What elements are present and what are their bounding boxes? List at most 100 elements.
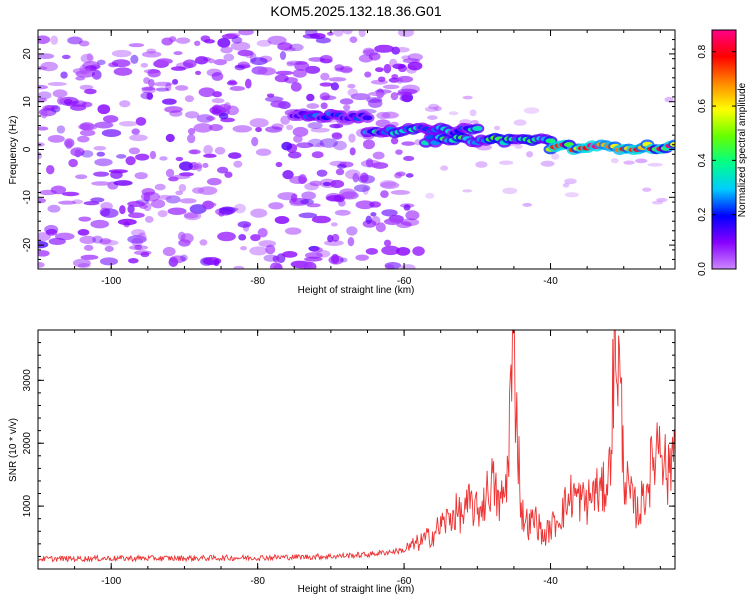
spectrogram-noise-blob bbox=[217, 166, 229, 174]
spectrogram-noise-blob bbox=[229, 85, 246, 92]
spectrogram-noise-blob bbox=[47, 204, 61, 213]
spectrogram-noise-blob bbox=[196, 114, 214, 123]
spectrogram-noise-blob bbox=[208, 124, 223, 132]
spectrogram-noise-blob bbox=[647, 162, 663, 167]
colorbar-label: Normalized spectral amplitude bbox=[737, 82, 748, 217]
spectrogram-noise-blob bbox=[148, 78, 155, 88]
spectrogram-noise-blob bbox=[131, 128, 140, 135]
snr-ytick-label: 2000 bbox=[22, 432, 33, 455]
spectrogram-noise-blob bbox=[338, 199, 346, 207]
spectrogram-noise-blob bbox=[206, 177, 222, 186]
spectrogram-noise-blob bbox=[155, 58, 173, 65]
spectrogram-noise-blob bbox=[365, 248, 379, 255]
spectrogram-noise-blob bbox=[564, 192, 579, 198]
spectrogram-noise-blob bbox=[175, 156, 184, 162]
spectrogram-noise-blob bbox=[384, 264, 395, 269]
spectrogram-noise-blob bbox=[256, 39, 272, 47]
spectrogram-noise-blob bbox=[323, 239, 344, 246]
spectrogram-noise-blob bbox=[220, 207, 239, 212]
spectrogram-noise-blob bbox=[79, 235, 97, 245]
spectrogram-noise-blob bbox=[326, 195, 345, 202]
spectrogram-noise-blob bbox=[348, 133, 356, 143]
spectrogram-noise-blob bbox=[551, 153, 560, 160]
spectrogram-noise-blob bbox=[656, 197, 668, 202]
spectrogram-noise-blob bbox=[265, 244, 276, 255]
spectrogram-noise-blob bbox=[368, 52, 381, 61]
spectrogram-noise-blob bbox=[175, 37, 191, 44]
spectrogram-noise-blob bbox=[358, 30, 366, 38]
spectrogram-xtick-label: -80 bbox=[250, 276, 265, 287]
spectrogram-noise-blob bbox=[286, 124, 294, 131]
spectrogram-noise-blob bbox=[277, 192, 298, 201]
spectrogram-noise-blob bbox=[128, 147, 141, 155]
spectrogram-noise-blob bbox=[78, 216, 92, 222]
spectrogram-noise-blob bbox=[381, 209, 398, 217]
spectrogram-noise-blob bbox=[274, 74, 289, 83]
spectrogram-noise-blob bbox=[101, 129, 122, 138]
spectrogram-noise-blob bbox=[56, 125, 66, 134]
spectrogram-noise-blob bbox=[251, 136, 259, 147]
spectrogram-noise-blob bbox=[234, 64, 246, 71]
spectrogram-signal-core bbox=[545, 138, 556, 144]
spectrogram-noise-blob bbox=[214, 146, 226, 155]
spectrogram-noise-blob bbox=[382, 84, 400, 90]
spectrogram-noise-blob bbox=[296, 142, 314, 149]
spectrogram-noise-blob bbox=[153, 81, 173, 87]
spectrogram-noise-blob bbox=[399, 94, 413, 102]
spectrogram-noise-blob bbox=[195, 56, 209, 65]
spectrogram-noise-blob bbox=[310, 127, 330, 133]
spectrogram-noise-blob bbox=[396, 246, 411, 256]
spectrogram-noise-blob bbox=[392, 63, 406, 70]
spectrogram-noise-blob bbox=[237, 49, 254, 57]
spectrogram-noise-blob bbox=[279, 51, 287, 60]
spectrogram-noise-blob bbox=[202, 257, 222, 266]
spectrogram-noise-blob bbox=[396, 77, 404, 84]
spectrogram-noise-blob bbox=[277, 42, 293, 51]
colorbar: 0.0 0.2 0.4 0.6 0.8 Normalized spectral ampl… bbox=[697, 29, 748, 276]
spectrogram-noise-blob bbox=[102, 115, 119, 123]
spectrogram-heatmap bbox=[38, 30, 675, 269]
spectrogram-noise-blob bbox=[161, 98, 177, 105]
spectrogram-noise-blob bbox=[128, 257, 139, 264]
spectrogram-noise-blob bbox=[226, 81, 238, 86]
spectrogram-noise-blob bbox=[57, 96, 64, 105]
colorbar-tick-label: 0.6 bbox=[697, 99, 708, 113]
spectrogram-noise-blob bbox=[294, 61, 310, 72]
spectrogram-noise-blob bbox=[38, 126, 49, 131]
spectrogram-ytick-label: 10 bbox=[22, 96, 33, 108]
spectrogram-noise-blob bbox=[79, 84, 94, 90]
spectrogram-noise-blob bbox=[355, 254, 369, 261]
spectrogram-noise-blob bbox=[111, 49, 132, 58]
spectrogram-noise-blob bbox=[61, 54, 71, 60]
spectrogram-noise-blob bbox=[144, 216, 154, 223]
snr-xtick-label: -40 bbox=[543, 576, 558, 587]
spectrogram-noise-blob bbox=[135, 153, 150, 161]
spectrogram-noise-blob bbox=[339, 188, 357, 199]
colorbar-gradient bbox=[712, 30, 736, 269]
spectrogram-noise-blob bbox=[316, 169, 328, 177]
spectrogram-noise-blob bbox=[309, 180, 323, 187]
spectrogram-noise-blob bbox=[564, 178, 577, 185]
spectrogram-noise-blob bbox=[358, 54, 374, 63]
spectrogram-signal-core bbox=[362, 115, 373, 121]
spectrogram-noise-blob bbox=[40, 61, 58, 72]
spectrogram-noise-blob bbox=[169, 255, 186, 264]
spectrogram-noise-blob bbox=[268, 202, 284, 210]
snr-frame bbox=[37, 329, 676, 570]
spectrogram-noise-blob bbox=[130, 54, 139, 64]
spectrogram-noise-blob bbox=[375, 222, 386, 233]
spectrogram-noise-blob bbox=[72, 258, 91, 268]
spectrogram-noise-blob bbox=[286, 62, 296, 67]
spectrogram-noise-blob bbox=[368, 91, 386, 97]
spectrogram-noise-blob bbox=[44, 224, 59, 235]
spectrogram-noise-blob bbox=[265, 126, 283, 133]
spectrogram-noise-blob bbox=[293, 135, 303, 143]
spectrogram-noise-blob bbox=[280, 115, 290, 125]
spectrogram-noise-blob bbox=[233, 265, 245, 269]
spectrogram-noise-blob bbox=[400, 218, 420, 227]
spectrogram-noise-blob bbox=[345, 169, 361, 180]
spectrogram-noise-blob bbox=[288, 43, 304, 52]
spectrogram-noise-blob bbox=[331, 233, 340, 242]
spectrogram-noise-blob bbox=[331, 132, 343, 140]
spectrogram-noise-blob bbox=[469, 109, 477, 117]
